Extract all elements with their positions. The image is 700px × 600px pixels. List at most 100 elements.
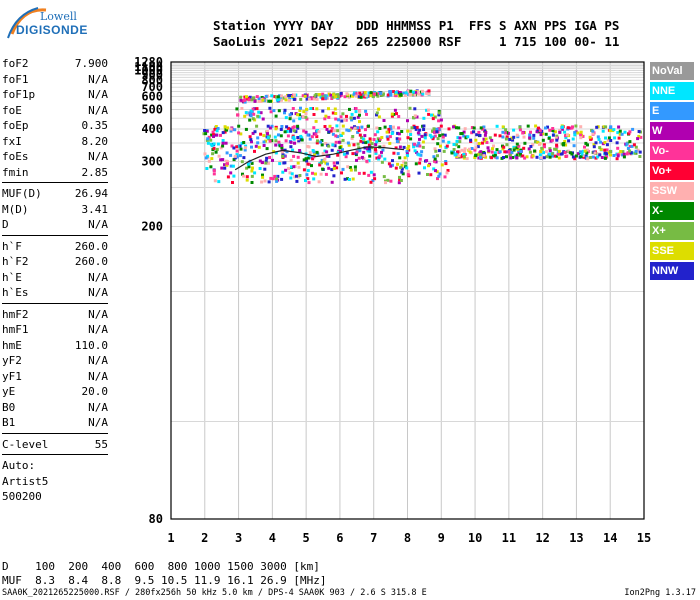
echo-point [511,156,515,159]
echo-point [251,166,254,170]
echo-point [212,172,216,176]
echo-point [634,145,638,149]
legend-item: NoVal [650,62,694,80]
echo-point [377,157,381,161]
echo-point [279,134,283,138]
echo-point [574,124,578,128]
echo-point [224,159,228,163]
param-value: N/A [88,400,108,414]
echo-point [245,166,249,170]
echo-point [371,95,375,99]
echo-point [402,91,406,95]
echo-point [210,133,214,137]
echo-point [210,157,214,161]
echo-point [280,177,284,181]
echo-point [292,154,296,158]
echo-point [389,127,393,131]
param-value: N/A [88,369,108,383]
echo-point [317,93,321,97]
echo-point [319,172,323,176]
echo-point [275,98,279,102]
autoscaling-text: Auto: [2,459,36,472]
echo-point [432,155,436,159]
echo-point [289,145,293,149]
echo-point [447,140,451,144]
echo-point [368,137,372,141]
echo-point [565,154,569,158]
echo-point [301,115,305,119]
echo-point [437,127,441,131]
echo-point [593,151,597,155]
echo-point [370,142,374,146]
echo-point [364,109,368,113]
param-name: h`F [2,239,22,253]
echo-point [631,127,635,131]
echo-point [312,113,316,116]
echo-point [435,127,439,131]
echo-point [298,150,302,154]
echo-point [629,151,633,155]
echo-point [571,137,575,141]
echo-point [327,144,331,148]
echo-point [478,152,482,156]
echo-point [455,139,459,143]
param-row: foEs N/A [2,149,108,165]
echo-point [350,118,354,122]
echo-point [341,167,345,171]
echo-point [305,97,309,101]
echo-point [526,124,530,128]
echo-point [229,127,233,131]
echo-point [299,134,303,138]
echo-point [395,140,399,143]
echo-point [253,99,257,103]
echo-point [638,155,642,158]
echo-point [354,110,358,114]
echo-point [240,141,244,145]
echo-point [375,111,379,115]
echo-point [538,129,542,133]
echo-point [527,147,531,151]
echo-point [290,172,294,176]
echo-point [573,131,577,135]
echo-point [276,174,280,178]
echo-point [443,133,447,137]
echo-point [250,98,254,102]
echo-point [253,149,256,153]
echo-point [548,147,552,151]
echo-point [291,148,295,152]
echo-point [393,108,397,112]
echo-point [355,158,358,162]
echo-point [221,131,225,135]
echo-point [268,139,272,143]
echo-point [465,157,469,161]
echo-point [550,138,554,142]
echo-point [503,131,507,135]
echo-point [432,167,436,171]
echo-point [332,167,336,170]
echo-point [357,95,361,99]
echo-point [616,146,620,150]
echo-point [367,173,371,177]
echo-point [483,139,486,143]
echo-point [422,128,426,131]
echo-point [557,149,561,153]
echo-point [375,140,379,144]
echo-point [270,139,274,143]
echo-point [293,175,297,179]
echo-point [453,153,457,157]
legend-item: SSW [650,182,694,200]
param-row: h`Es N/A [2,285,108,301]
echo-point [560,152,564,156]
echo-point [221,139,225,142]
echo-point [423,166,426,170]
x-tick-label: 10 [468,531,482,545]
echo-point [379,91,383,95]
echo-point [302,158,306,162]
echo-point [586,157,590,161]
echo-point [483,152,486,156]
echo-point [267,180,271,184]
echo-point [267,99,271,103]
logo-digisonde-text: DIGISONDE [16,23,88,37]
echo-point [455,152,459,156]
echo-point [284,98,288,102]
